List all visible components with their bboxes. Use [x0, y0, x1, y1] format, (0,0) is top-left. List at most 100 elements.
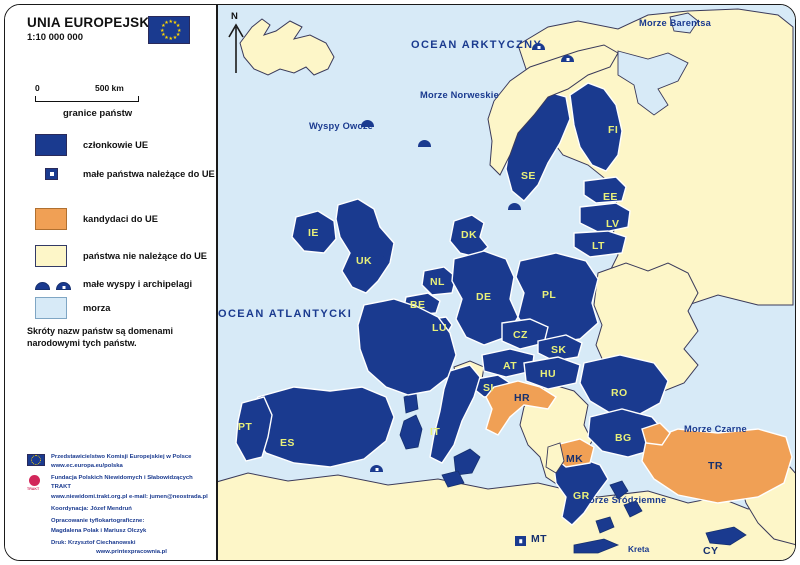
eu-star-icon: ★	[160, 27, 165, 34]
eu-star-icon: ★	[175, 31, 181, 38]
map-canvas[interactable]: .nonm { fill:#fdf6c8; stroke:#3a3a5a; st…	[218, 5, 795, 560]
eu-star-icon: ★	[175, 23, 181, 30]
albania-shape	[545, 442, 565, 474]
credit-link[interactable]: www.printexpracownia.pl	[96, 549, 167, 556]
legend-item-small-states: małe państwa należące do UE	[35, 168, 215, 180]
scale-bar: 0 500 km	[35, 83, 175, 102]
map-scale-text: 1:10 000 000	[27, 32, 83, 43]
north-arrow: N	[223, 11, 253, 73]
corsica-shape	[403, 392, 419, 414]
legend-label-islands: małe wyspy i archipelagi	[83, 278, 193, 289]
shetland-marker	[418, 140, 431, 147]
eu-flag-icon	[27, 454, 45, 466]
romania-shape	[579, 354, 669, 416]
credit-line: Druk: Krzysztof Ciechanowski	[51, 540, 136, 547]
credit-cartography: Opracowanie tyflokartograficzne: Magdale…	[27, 517, 212, 536]
credit-link[interactable]: www.niewidomi.trakt.org.pl e-mail: jumen…	[51, 493, 208, 500]
legend-label-candidates: kandydaci do UE	[83, 214, 158, 224]
balearic-marker	[370, 465, 383, 472]
cyprus-shape	[705, 526, 747, 546]
legend-item-candidates: kandydaci do UE	[35, 208, 158, 230]
italy-shape	[429, 364, 481, 464]
poland-shape	[515, 252, 599, 344]
legend-map-divider	[216, 5, 218, 560]
legend-label-nonmembers: państwa nie należące do UE	[83, 251, 207, 261]
latvia-shape	[579, 202, 631, 234]
eu-star-icon: ★	[172, 34, 178, 41]
eu-flag-icon: ★ ★ ★ ★ ★ ★ ★ ★ ★ ★ ★ ★	[148, 16, 190, 44]
legend-label-small-states: małe państwa należące do UE	[83, 169, 215, 179]
sea-swatch	[35, 297, 67, 319]
map-frame: UNIA EUROPEJSKA 1:10 000 000 ★ ★ ★ ★ ★ ★ ★ ★ ★ ★ ★…	[4, 4, 796, 561]
credit-link[interactable]: www.ec.europa.eu/polska	[51, 463, 123, 470]
legend-item-nonmembers: państwa nie należące do UE	[35, 245, 207, 267]
credit-line: Przedstawicielstwo Komisji Europejskiej …	[51, 454, 192, 460]
hebrides-marker	[373, 255, 386, 262]
ireland-shape	[291, 210, 337, 254]
domain-note: Skróty nazw państw są domenami narodowym…	[27, 326, 174, 349]
finland-shape	[569, 82, 623, 172]
page-title: UNIA EUROPEJSKA	[27, 15, 160, 30]
lithuania-shape	[573, 230, 627, 258]
crete-shape	[573, 538, 620, 554]
turkey-shape	[641, 428, 793, 504]
eu-star-icon: ★	[164, 34, 169, 41]
credit-line: Opracowanie tyflokartograficzne:	[51, 518, 145, 525]
credits-block: Przedstawicielstwo Komisji Europejskiej …	[27, 453, 212, 560]
credit-european-commission: Przedstawicielstwo Komisji Europejskiej …	[27, 453, 212, 471]
faroe-islands-marker	[361, 120, 374, 127]
malta-marker	[515, 536, 526, 546]
turkey-thrace-shape	[641, 422, 671, 446]
netherlands-shape	[421, 266, 457, 296]
legend-label-seas: morza	[83, 303, 111, 313]
gotland-marker	[508, 203, 521, 210]
eu-star-icon: ★	[172, 20, 178, 27]
nonmember-swatch	[35, 245, 67, 267]
eu-star-icon: ★	[168, 36, 173, 42]
scale-bar-line	[35, 96, 139, 102]
member-swatch	[35, 134, 67, 156]
island-swatch	[35, 277, 73, 290]
legend-item-members: członkowie UE	[35, 134, 148, 156]
eu-star-icon: ★	[161, 31, 166, 38]
spain-shape	[249, 386, 395, 468]
legend-item-seas: morza	[35, 297, 110, 319]
sardinia-shape	[399, 414, 423, 450]
small-state-swatch	[45, 168, 58, 180]
portugal-shape	[235, 396, 273, 462]
legend-label-members: członkowie UE	[83, 140, 149, 150]
france-shape	[357, 298, 457, 396]
eu-star-icon: ★	[177, 27, 182, 34]
sicily-shape	[441, 470, 465, 488]
credit-print: Druk: Krzysztof Ciechanowski www.printex…	[27, 539, 212, 558]
credit-line: Koordynacja: Józef Mendruń	[51, 505, 132, 512]
credit-line: Magdalena Polak i Mariusz Olczyk	[51, 527, 147, 534]
greece-shape	[553, 456, 609, 526]
croatia-shape	[485, 380, 557, 436]
legend-item-islands: małe wyspy i archipelagi	[35, 277, 192, 290]
eu-star-icon: ★	[164, 20, 169, 27]
credit-trakt-foundation: TRAKT Fundacja Polskich Niewidomych i Sł…	[27, 474, 212, 501]
borders-legend-label: granice państw	[63, 108, 133, 119]
eu-star-icon: ★	[168, 19, 173, 25]
credit-coordination: Koordynacja: Józef Mendruń	[27, 505, 212, 514]
legend-panel: UNIA EUROPEJSKA 1:10 000 000 ★ ★ ★ ★ ★ ★ ★ ★ ★ ★ ★…	[5, 5, 216, 560]
island-dotted-icon	[56, 282, 71, 290]
trakt-logo-icon: TRAKT	[27, 475, 43, 491]
hungary-shape	[523, 356, 581, 390]
iceland-shape	[239, 18, 335, 76]
white-sea-shape	[617, 50, 689, 116]
candidate-swatch	[35, 208, 67, 230]
credit-line: Fundacja Polskich Niewidomych i Słabowid…	[51, 475, 193, 491]
north-arrow-label: N	[231, 11, 238, 22]
europe-map-svg: .nonm { fill:#fdf6c8; stroke:#3a3a5a; st…	[218, 8, 795, 560]
scale-max-label: 500 km	[95, 83, 124, 93]
norway-shape	[487, 44, 619, 176]
eu-star-icon: ★	[161, 23, 166, 30]
uk-shape	[335, 198, 395, 294]
estonia-shape	[583, 176, 627, 204]
north-island-marker-a	[561, 55, 574, 62]
greek-islands-shape	[595, 480, 643, 534]
denmark-shape	[449, 214, 489, 258]
